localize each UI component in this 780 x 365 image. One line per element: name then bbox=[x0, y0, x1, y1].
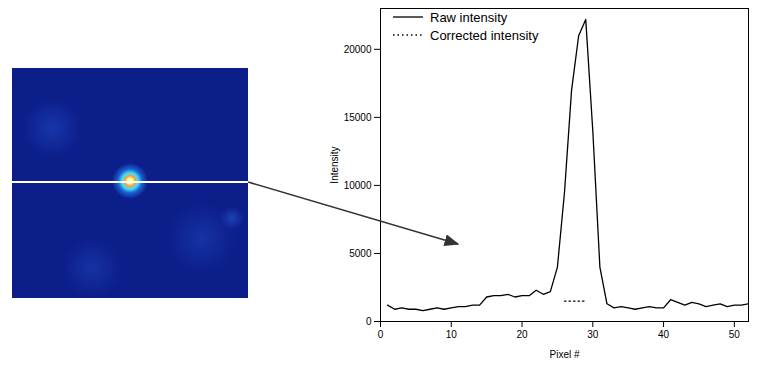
svg-text:50: 50 bbox=[729, 329, 741, 340]
svg-text:20000: 20000 bbox=[344, 44, 372, 55]
html-text:Raw intensity: Raw intensity bbox=[430, 9, 508, 25]
svg-text:40: 40 bbox=[658, 329, 670, 340]
svg-text:Intensity: Intensity bbox=[329, 146, 340, 183]
svg-text:0: 0 bbox=[378, 329, 384, 340]
svg-text:20: 20 bbox=[516, 329, 528, 340]
svg-text:10000: 10000 bbox=[344, 180, 372, 191]
svg-text:0: 0 bbox=[366, 316, 372, 327]
svg-text:15000: 15000 bbox=[344, 112, 372, 123]
svg-text:5000: 5000 bbox=[349, 248, 372, 259]
svg-text:30: 30 bbox=[587, 329, 599, 340]
svg-text:Pixel #: Pixel # bbox=[549, 349, 579, 360]
svg-text:10: 10 bbox=[446, 329, 458, 340]
html-text:Corrected intensity: Corrected intensity bbox=[430, 27, 539, 43]
